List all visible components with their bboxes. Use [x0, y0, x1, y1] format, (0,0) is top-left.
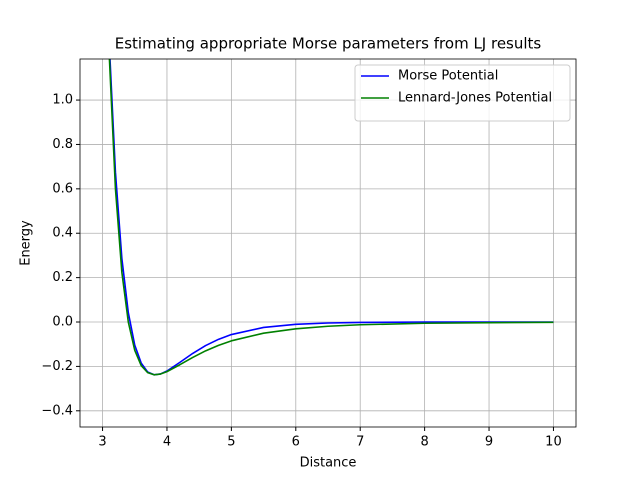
- series-line: [108, 59, 554, 376]
- legend-label: Lennard-Jones Potential: [398, 91, 552, 106]
- axes-frame: [79, 58, 577, 428]
- y-tick-label: 0.0: [52, 315, 73, 330]
- y-tick-label: −0.4: [41, 403, 73, 418]
- legend-box: [354, 64, 571, 122]
- x-tick-label: 8: [420, 435, 428, 450]
- x-tick-label: 9: [485, 435, 493, 450]
- x-tick-label: 7: [356, 435, 364, 450]
- y-axis-label: Energy: [19, 220, 34, 266]
- chart-title: Estimating appropriate Morse parameters …: [115, 35, 542, 53]
- series-line: [109, 59, 554, 376]
- x-tick-label: 4: [163, 435, 171, 450]
- y-tick-label: 0.2: [52, 270, 73, 285]
- y-tick-label: 0.4: [52, 226, 73, 241]
- y-tick-label: 0.8: [52, 137, 73, 152]
- y-tick-label: 0.6: [52, 181, 73, 196]
- legend-label: Morse Potential: [398, 69, 498, 84]
- x-tick-label: 10: [545, 435, 562, 450]
- y-tick-label: 1.0: [52, 93, 73, 108]
- plot-area: [108, 59, 554, 376]
- legend: Morse Potential Lennard-Jones Potential: [354, 64, 571, 122]
- x-tick-label: 3: [98, 435, 106, 450]
- x-tick-label: 6: [292, 435, 300, 450]
- y-tick-label: −0.2: [41, 359, 73, 374]
- x-tick-label: 5: [227, 435, 235, 450]
- x-axis-label: Distance: [300, 456, 357, 471]
